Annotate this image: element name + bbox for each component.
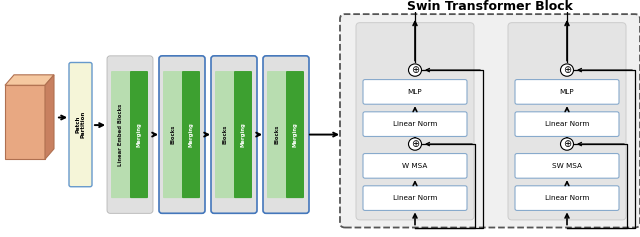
FancyBboxPatch shape <box>130 71 148 198</box>
Circle shape <box>561 138 573 150</box>
FancyBboxPatch shape <box>159 56 205 213</box>
FancyBboxPatch shape <box>286 71 304 198</box>
Circle shape <box>561 64 573 76</box>
FancyBboxPatch shape <box>508 23 626 220</box>
FancyBboxPatch shape <box>211 56 257 213</box>
Circle shape <box>408 138 422 150</box>
Text: ⊕: ⊕ <box>563 139 571 149</box>
FancyBboxPatch shape <box>515 112 619 137</box>
FancyBboxPatch shape <box>515 186 619 210</box>
Text: Patch
Partition: Patch Partition <box>75 111 86 138</box>
FancyBboxPatch shape <box>111 71 131 198</box>
FancyBboxPatch shape <box>163 71 183 198</box>
FancyBboxPatch shape <box>267 71 287 198</box>
FancyBboxPatch shape <box>234 71 252 198</box>
Text: Merging: Merging <box>241 122 246 147</box>
FancyBboxPatch shape <box>515 154 619 178</box>
Polygon shape <box>5 75 54 85</box>
Text: ⊕: ⊕ <box>411 65 419 75</box>
Text: Merging: Merging <box>292 122 298 147</box>
Text: Merging: Merging <box>189 122 193 147</box>
FancyBboxPatch shape <box>5 85 45 159</box>
Text: Linear Embed Blocks: Linear Embed Blocks <box>118 103 124 166</box>
Text: Blocks: Blocks <box>275 125 280 144</box>
Text: Merging: Merging <box>136 122 141 147</box>
Text: MLP: MLP <box>408 89 422 95</box>
Text: Linear Norm: Linear Norm <box>545 121 589 127</box>
FancyBboxPatch shape <box>363 186 467 210</box>
Circle shape <box>408 64 422 76</box>
FancyBboxPatch shape <box>263 56 309 213</box>
FancyBboxPatch shape <box>363 154 467 178</box>
Text: Blocks: Blocks <box>170 125 175 144</box>
FancyBboxPatch shape <box>515 80 619 104</box>
Text: MLP: MLP <box>560 89 574 95</box>
FancyBboxPatch shape <box>182 71 200 198</box>
Text: Linear Norm: Linear Norm <box>393 195 437 201</box>
Text: W MSA: W MSA <box>403 163 428 169</box>
FancyBboxPatch shape <box>215 71 235 198</box>
Text: ⊕: ⊕ <box>411 139 419 149</box>
Text: ⊕: ⊕ <box>563 65 571 75</box>
FancyBboxPatch shape <box>69 63 92 187</box>
FancyBboxPatch shape <box>363 112 467 137</box>
Text: Blocks: Blocks <box>223 125 227 144</box>
Text: Swin Transformer Block: Swin Transformer Block <box>407 0 573 13</box>
Text: SW MSA: SW MSA <box>552 163 582 169</box>
FancyBboxPatch shape <box>356 23 474 220</box>
Polygon shape <box>45 75 54 159</box>
Text: Linear Norm: Linear Norm <box>545 195 589 201</box>
Text: Linear Norm: Linear Norm <box>393 121 437 127</box>
FancyBboxPatch shape <box>107 56 153 213</box>
FancyBboxPatch shape <box>363 80 467 104</box>
FancyBboxPatch shape <box>340 14 640 228</box>
